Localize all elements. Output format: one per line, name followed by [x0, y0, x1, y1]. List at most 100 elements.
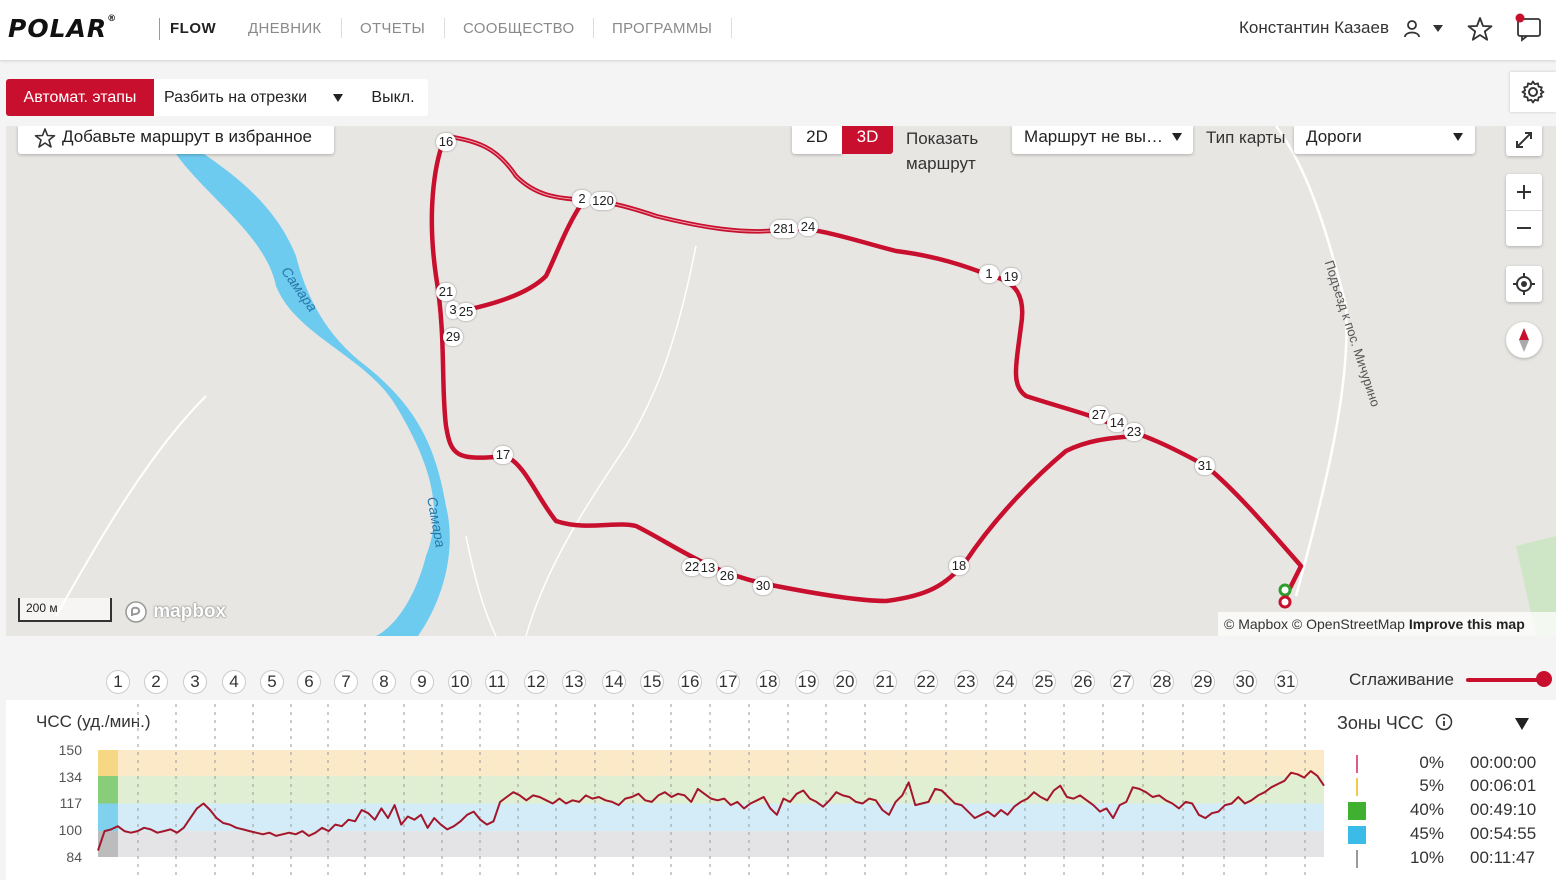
lap-number-button[interactable]: 31 [1274, 670, 1298, 694]
top-navigation-bar: POLAR® FLOW ДНЕВНИК ОТЧЕТЫ СООБЩЕСТВО ПР… [0, 0, 1556, 60]
route-select[interactable]: Маршрут не вы… [1012, 126, 1193, 154]
lap-number-button[interactable]: 14 [602, 670, 626, 694]
lap-marker[interactable]: 120 [590, 192, 616, 210]
lap-number-button[interactable]: 21 [873, 670, 897, 694]
user-name[interactable]: Константин Казаев [1239, 18, 1389, 37]
lap-number-button[interactable]: 16 [678, 670, 702, 694]
lap-marker[interactable]: 25 [456, 303, 476, 321]
zone-color-swatch [1348, 826, 1366, 844]
lap-marker[interactable]: 1 [979, 265, 999, 283]
lap-marker[interactable]: 13 [698, 559, 718, 577]
star-icon[interactable] [1467, 16, 1493, 42]
zoom-control [1506, 174, 1542, 246]
hr-zones-title[interactable]: Зоны ЧСС [1337, 713, 1453, 734]
river [176, 154, 450, 636]
lap-number-button[interactable]: 19 [795, 670, 819, 694]
lap-marker[interactable]: 16 [436, 133, 456, 151]
split-dropdown[interactable]: Разбить на отрезки [154, 79, 358, 116]
lap-number-button[interactable]: 10 [448, 670, 472, 694]
lap-number-button[interactable]: 13 [562, 670, 586, 694]
lap-marker[interactable]: 21 [436, 283, 456, 301]
map-canvas[interactable] [6, 126, 1556, 636]
lap-number-button[interactable]: 29 [1191, 670, 1215, 694]
nav-link-reports[interactable]: ОТЧЕТЫ [360, 20, 426, 37]
lap-number-button[interactable]: 20 [833, 670, 857, 694]
add-favorite-route-button[interactable]: Добавьте маршрут в избранное [18, 126, 334, 154]
lap-number-button[interactable]: 3 [183, 670, 207, 694]
view-3d-button[interactable]: 3D [842, 126, 893, 154]
hr-zone-band [98, 803, 1324, 832]
chevron-down-icon[interactable] [1514, 717, 1530, 731]
lap-number-button[interactable]: 17 [716, 670, 740, 694]
lap-marker[interactable]: 24 [798, 218, 818, 236]
lap-number-button[interactable]: 4 [222, 670, 246, 694]
lap-marker[interactable]: 26 [717, 567, 737, 585]
zoom-out-icon[interactable] [1515, 219, 1533, 237]
lap-number-button[interactable]: 18 [756, 670, 780, 694]
zone-strip-segment [98, 803, 118, 832]
fullscreen-button[interactable] [1506, 126, 1542, 156]
lap-marker[interactable]: 31 [1195, 457, 1215, 475]
lap-marker[interactable]: 23 [1124, 423, 1144, 441]
compass-button[interactable] [1506, 322, 1542, 358]
lap-marker[interactable]: 18 [949, 557, 969, 575]
star-icon [34, 128, 56, 148]
polar-logo[interactable]: POLAR® [8, 14, 117, 43]
lap-number-button[interactable]: 9 [410, 670, 434, 694]
lap-marker[interactable]: 17 [493, 446, 513, 464]
finish-marker[interactable] [1278, 595, 1292, 609]
lap-marker[interactable]: 29 [443, 328, 463, 346]
lap-number-button[interactable]: 27 [1110, 670, 1134, 694]
lap-marker[interactable]: 19 [1001, 268, 1021, 286]
chevron-down-icon [1172, 133, 1182, 141]
lap-marker[interactable]: 281 [770, 220, 798, 238]
nav-separator [731, 18, 732, 38]
zone-strip-segment [98, 775, 118, 804]
smoothing-slider-handle[interactable] [1536, 671, 1552, 687]
lap-marker[interactable]: 30 [753, 577, 773, 595]
mapbox-logo[interactable]: mapbox [124, 600, 226, 624]
lap-number-button[interactable]: 5 [260, 670, 284, 694]
settings-button[interactable] [1510, 72, 1556, 112]
heart-rate-chart[interactable] [0, 700, 1340, 880]
nav-link-diary[interactable]: ДНЕВНИК [248, 20, 322, 37]
lap-number-button[interactable]: 2 [144, 670, 168, 694]
chevron-down-icon[interactable] [1432, 24, 1444, 34]
lap-marker[interactable]: 22 [682, 558, 702, 576]
user-icon[interactable] [1403, 19, 1421, 39]
lap-number-button[interactable]: 22 [914, 670, 938, 694]
flow-label[interactable]: FLOW [170, 20, 217, 37]
nav-link-community[interactable]: СООБЩЕСТВО [463, 20, 575, 37]
lap-number-button[interactable]: 15 [640, 670, 664, 694]
lap-number-button[interactable]: 6 [297, 670, 321, 694]
lap-number-button[interactable]: 11 [485, 670, 509, 694]
lap-number-button[interactable]: 7 [334, 670, 358, 694]
lap-marker[interactable]: 14 [1107, 414, 1127, 432]
lap-number-button[interactable]: 12 [524, 670, 548, 694]
sync-device-icon[interactable] [1513, 12, 1543, 42]
lap-number-button[interactable]: 26 [1071, 670, 1095, 694]
auto-laps-button[interactable]: Автомат. этапы [6, 79, 154, 116]
attribution-text[interactable]: © Mapbox © OpenStreetMap [1224, 616, 1405, 632]
lap-number-button[interactable]: 28 [1150, 670, 1174, 694]
improve-map-link[interactable]: Improve this map [1408, 616, 1525, 632]
locate-button[interactable] [1506, 266, 1542, 302]
start-marker[interactable] [1278, 583, 1292, 597]
nav-link-programs[interactable]: ПРОГРАММЫ [612, 20, 713, 37]
route-map[interactable]: Самара Самара Подъезд к пос. Мичурино 16… [6, 126, 1556, 636]
lap-number-button[interactable]: 25 [1032, 670, 1056, 694]
lap-number-button[interactable]: 24 [993, 670, 1017, 694]
zoom-in-icon[interactable] [1515, 183, 1533, 201]
zone-time: 00:54:55 [1470, 824, 1537, 843]
lap-number-button[interactable]: 23 [954, 670, 978, 694]
map-type-select[interactable]: Дороги [1294, 126, 1475, 154]
lap-number-button[interactable]: 1 [106, 670, 130, 694]
lap-number-button[interactable]: 8 [372, 670, 396, 694]
off-button[interactable]: Выкл. [358, 79, 428, 116]
info-icon[interactable] [1435, 713, 1453, 731]
lap-number-button[interactable]: 30 [1233, 670, 1257, 694]
view-2d-button[interactable]: 2D [792, 126, 842, 154]
smoothing-slider[interactable] [1466, 678, 1544, 682]
lap-marker[interactable]: 2 [572, 190, 592, 208]
lap-marker[interactable]: 27 [1089, 406, 1109, 424]
